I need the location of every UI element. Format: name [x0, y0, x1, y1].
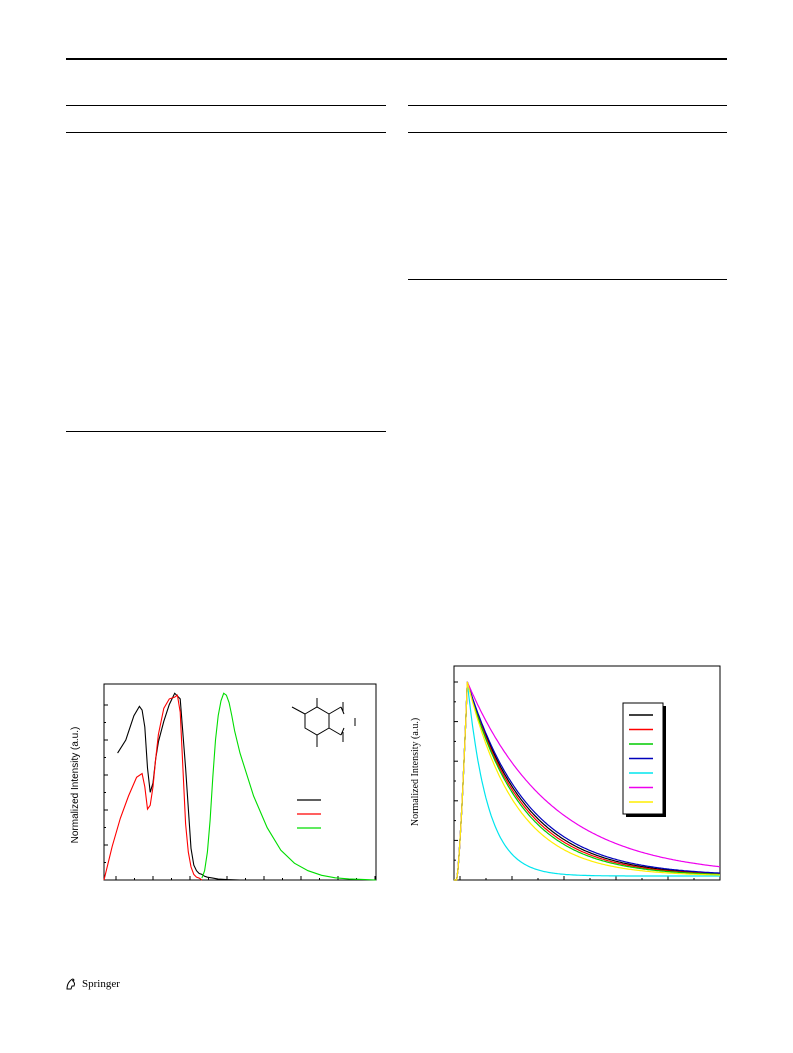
- plot-border: [453, 665, 721, 881]
- series-line-4: [454, 681, 720, 881]
- series-line-0: [117, 692, 241, 881]
- axis-ticks: [454, 681, 721, 881]
- decay-chart: Normalized Intensity (a.u.): [410, 665, 721, 881]
- series-lines: [103, 692, 377, 881]
- plot-frame: [103, 683, 377, 881]
- table-top-rule-left: [66, 105, 386, 106]
- series-line-2: [454, 681, 721, 881]
- legend: [297, 799, 321, 829]
- series-line-1: [103, 694, 203, 881]
- series-lines: [454, 681, 721, 881]
- series-line-5: [454, 681, 721, 881]
- table-bottom-rule-left: [66, 431, 386, 432]
- series-line-2: [201, 692, 377, 881]
- table-bottom-rule-right: [408, 279, 727, 280]
- springer-horse-icon: [66, 978, 75, 990]
- table-header-rule-right: [408, 132, 727, 133]
- publisher-name: Springer: [82, 978, 120, 990]
- plot-frame: [453, 665, 721, 881]
- table-header-rule-left: [66, 132, 386, 133]
- series-line-3: [454, 681, 721, 881]
- table-top-rule-right: [408, 105, 727, 106]
- series-line-6: [454, 681, 720, 881]
- spectra-chart: Normalized Intensity (a.u.): [70, 683, 377, 881]
- y-axis-label: Normalized Intensity (a.u.): [70, 727, 81, 844]
- series-line-0: [454, 681, 721, 881]
- series-line-1: [454, 681, 720, 881]
- header-rule: [66, 58, 727, 60]
- footer: Springer: [64, 977, 120, 991]
- legend: [622, 702, 666, 817]
- plot-border: [103, 683, 377, 881]
- y-axis-label: Normalized Intensity (a.u.): [410, 718, 421, 826]
- molecular-structure-icon: [291, 698, 356, 747]
